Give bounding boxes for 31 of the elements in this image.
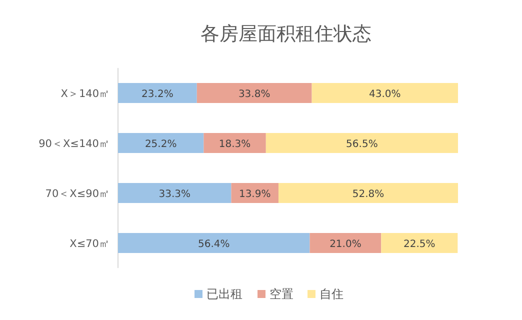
y-tick-label: 90＜X≤140㎡: [38, 138, 110, 150]
legend-label: 空置: [270, 287, 294, 301]
bar: [381, 233, 458, 253]
bar: [266, 133, 458, 153]
data-label: 33.3%: [158, 189, 190, 200]
bar: [118, 133, 204, 153]
bar: [118, 233, 310, 253]
bar: [118, 83, 197, 103]
y-tick-label: 70＜X≤90㎡: [45, 188, 110, 200]
legend-label: 已出租: [206, 287, 242, 301]
bar: [310, 233, 382, 253]
bar: [278, 183, 458, 203]
bar: [118, 183, 232, 203]
data-label: 13.9%: [238, 189, 271, 200]
data-label: 43.0%: [369, 89, 401, 100]
data-label: 21.0%: [330, 239, 362, 250]
bar: [204, 133, 266, 153]
data-label: 56.5%: [346, 139, 378, 150]
data-label: 25.2%: [144, 139, 177, 150]
data-label: 18.3%: [218, 139, 251, 150]
data-label: 56.4%: [198, 239, 230, 250]
y-tick-label: X＞140㎡: [60, 88, 110, 100]
bar: [312, 83, 458, 103]
data-label: 33.8%: [238, 89, 270, 100]
data-label: 23.2%: [142, 89, 174, 100]
legend-label: 自住: [320, 287, 344, 301]
data-label: 52.8%: [352, 189, 384, 200]
chart-title: 各房屋面积租住状态: [200, 23, 372, 45]
y-tick-label: X≤70㎡: [70, 238, 110, 250]
bar: [196, 83, 312, 103]
data-label: 22.5%: [404, 239, 436, 250]
